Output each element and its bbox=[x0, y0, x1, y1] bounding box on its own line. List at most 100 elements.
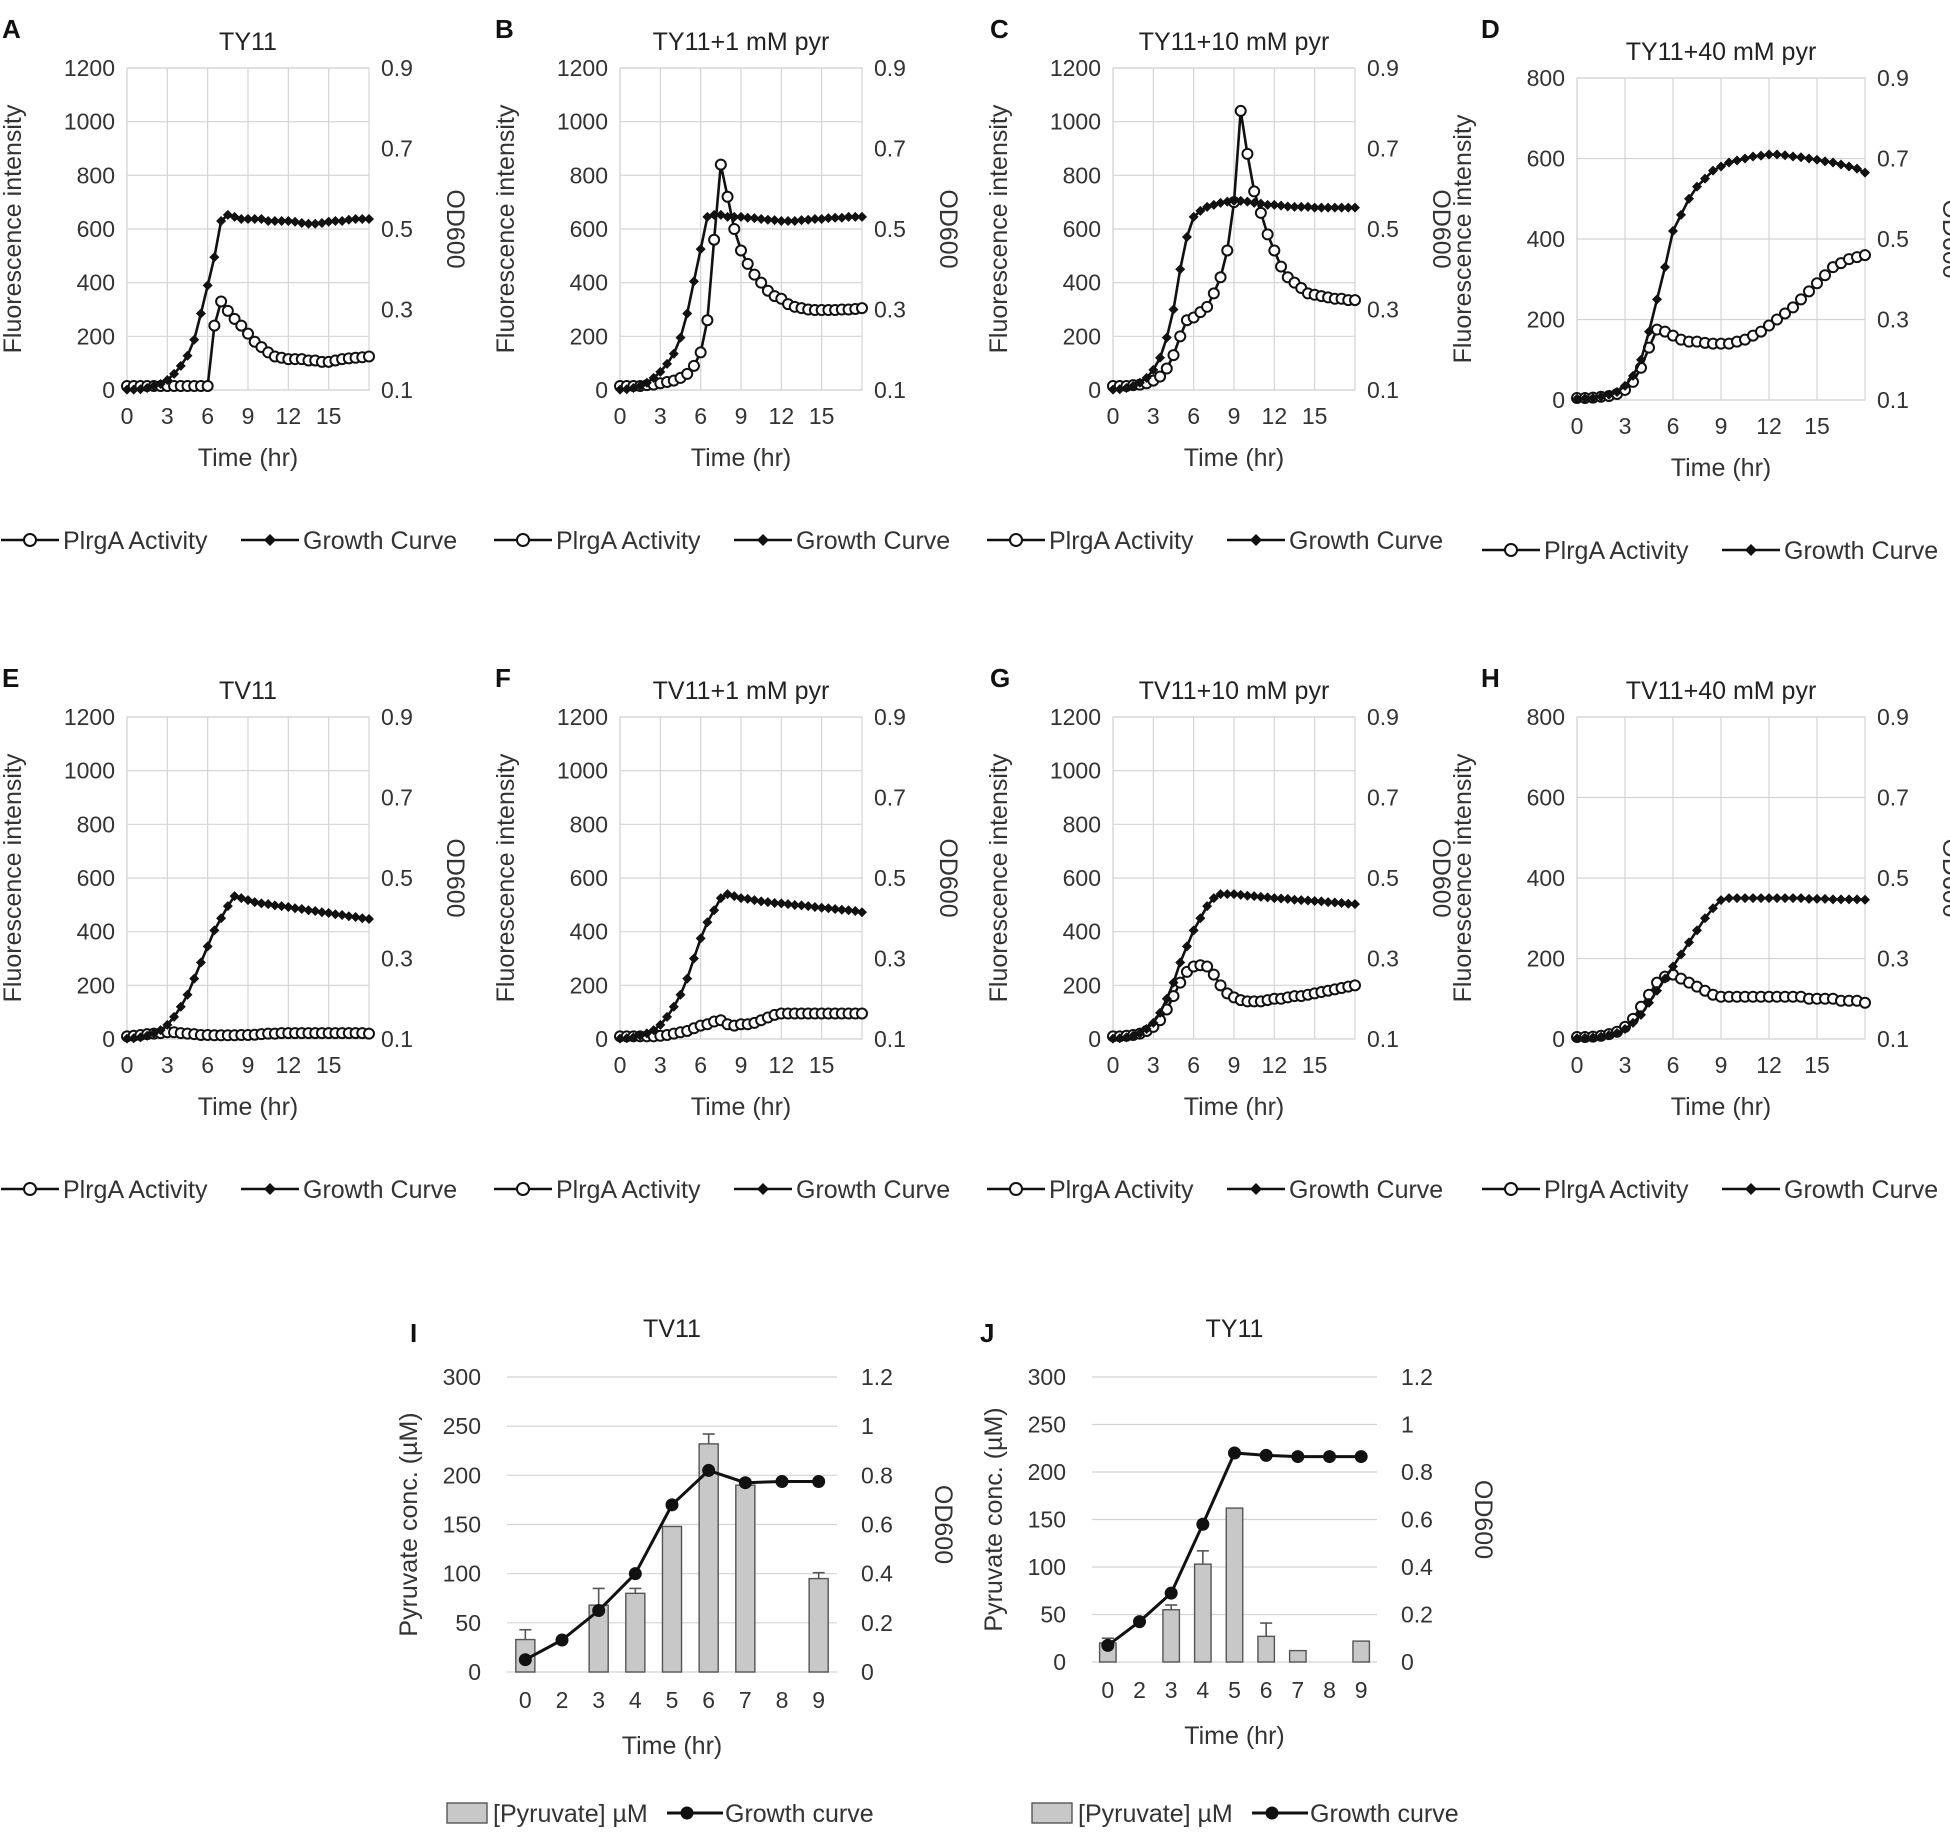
growth-point bbox=[364, 914, 374, 925]
legend-marker-growth bbox=[1250, 534, 1262, 546]
growth-point bbox=[323, 216, 334, 227]
activity-point bbox=[1154, 370, 1167, 383]
legend-marker-activity bbox=[23, 533, 37, 547]
panel-i: I TV1105010015020025030000.20.40.60.811.2… bbox=[395, 1315, 957, 1828]
panel-title: TV11+10 mM pyr bbox=[1139, 677, 1330, 705]
growth-point bbox=[857, 211, 867, 222]
growth-point bbox=[1804, 893, 1814, 904]
pyruvate-bar bbox=[1288, 1649, 1307, 1663]
y-axis-title: Pyruvate conc. (µM) bbox=[980, 1407, 1008, 1631]
activity-point bbox=[363, 1027, 375, 1040]
growth-point bbox=[1175, 957, 1186, 968]
growth-point bbox=[1235, 195, 1246, 206]
x-axis-title: Time (hr) bbox=[691, 1093, 791, 1121]
y2-tick-label: 0.7 bbox=[1367, 785, 1399, 811]
growth-point bbox=[1249, 891, 1260, 902]
activity-point bbox=[755, 276, 768, 289]
activity-point bbox=[701, 314, 714, 327]
growth-point bbox=[1255, 891, 1266, 902]
growth-point bbox=[762, 214, 773, 225]
y2-tick-label: 0 bbox=[861, 1659, 874, 1685]
x-tick-label: 12 bbox=[1756, 1052, 1782, 1078]
growth-point bbox=[269, 900, 280, 911]
growth-point bbox=[1732, 155, 1742, 166]
y-tick-label: 150 bbox=[1028, 1507, 1066, 1533]
y-tick-label: 0 bbox=[1552, 1026, 1565, 1052]
panel-label: H bbox=[1481, 663, 1500, 693]
growth-point bbox=[1836, 159, 1846, 170]
activity-point bbox=[741, 257, 754, 270]
growth-point bbox=[296, 217, 307, 228]
growth-point bbox=[1852, 894, 1862, 905]
y-tick-label: 800 bbox=[1063, 811, 1101, 837]
pyruvate-bar bbox=[735, 1484, 756, 1673]
growth-point bbox=[1282, 201, 1293, 212]
y-tick-label: 800 bbox=[570, 162, 608, 188]
growth-point bbox=[668, 348, 679, 359]
growth-point bbox=[216, 913, 227, 924]
growth-point bbox=[836, 904, 847, 915]
activity-point bbox=[1214, 271, 1227, 284]
x-tick-label: 0 bbox=[121, 1052, 134, 1078]
activity-point bbox=[1160, 362, 1173, 375]
activity-point bbox=[201, 379, 214, 392]
y-axis-title: Pyruvate conc. (µM) bbox=[395, 1412, 423, 1636]
x-tick-label: 0 bbox=[121, 403, 134, 429]
growth-point bbox=[1196, 1517, 1210, 1531]
y-tick-label: 200 bbox=[77, 972, 115, 998]
growth-point bbox=[1168, 304, 1179, 315]
growth-point bbox=[364, 213, 374, 224]
panel-label: I bbox=[410, 1318, 417, 1348]
y-tick-label: 600 bbox=[1527, 146, 1565, 172]
growth-point bbox=[1343, 898, 1354, 909]
x-tick-label: 4 bbox=[1196, 1677, 1209, 1703]
legend-label-pyruvate: [Pyruvate] µM bbox=[493, 1800, 648, 1828]
y2-tick-label: 0.5 bbox=[1367, 865, 1399, 891]
activity-point bbox=[1349, 979, 1361, 992]
panel-label: E bbox=[2, 663, 19, 693]
y2-tick-label: 0.5 bbox=[1877, 226, 1909, 252]
legend-marker-activity bbox=[516, 1182, 530, 1196]
growth-point bbox=[1860, 894, 1870, 905]
x-tick-label: 9 bbox=[735, 1052, 748, 1078]
activity-point bbox=[687, 359, 700, 372]
activity-point bbox=[1349, 294, 1361, 307]
growth-point bbox=[662, 358, 673, 369]
growth-point bbox=[1215, 197, 1226, 208]
legend: [Pyruvate] µM Growth curve bbox=[446, 1800, 874, 1828]
growth-point bbox=[1121, 1032, 1132, 1043]
x-tick-label: 3 bbox=[592, 1687, 605, 1713]
growth-point bbox=[1168, 977, 1179, 988]
legend: PlrgA Activity Growth Curve bbox=[494, 1176, 950, 1204]
panel-a: A TY11 0 200 400 600 800 1000 1200 0 3 6 9 12 15 0.1 0.3… bbox=[0, 14, 469, 555]
y-tick-label: 1000 bbox=[557, 109, 608, 135]
y2-tick-label: 0.7 bbox=[1877, 785, 1909, 811]
legend-marker-growth bbox=[680, 1806, 694, 1820]
growth-point bbox=[323, 908, 334, 919]
growth-point bbox=[1588, 392, 1598, 403]
y-tick-label: 400 bbox=[77, 919, 115, 945]
y2-tick-label: 0.9 bbox=[1367, 55, 1399, 81]
growth-point bbox=[263, 899, 274, 910]
y2-tick-label: 0.9 bbox=[874, 704, 906, 730]
growth-point bbox=[1620, 1023, 1630, 1034]
x-tick-label: 3 bbox=[1147, 403, 1160, 429]
growth-point bbox=[742, 212, 753, 223]
growth-point bbox=[850, 906, 861, 917]
legend-marker-growth bbox=[1745, 1183, 1757, 1195]
growth-point bbox=[756, 896, 767, 907]
growth-point bbox=[357, 213, 368, 224]
y2-axis-title: OD600 bbox=[1937, 838, 1950, 917]
pyruvate-bar bbox=[661, 1525, 683, 1673]
legend-marker-growth bbox=[264, 534, 276, 546]
growth-point bbox=[1336, 897, 1347, 908]
growth-point bbox=[843, 211, 854, 222]
x-tick-label: 5 bbox=[1228, 1677, 1241, 1703]
x-axis-title: Time (hr) bbox=[622, 1732, 722, 1760]
growth-point bbox=[1262, 892, 1273, 903]
growth-point bbox=[1302, 895, 1313, 906]
y2-tick-label: 0.7 bbox=[1877, 146, 1909, 172]
growth-point bbox=[1155, 1007, 1166, 1018]
growth-point bbox=[1188, 925, 1199, 936]
growth-point bbox=[1195, 205, 1206, 216]
